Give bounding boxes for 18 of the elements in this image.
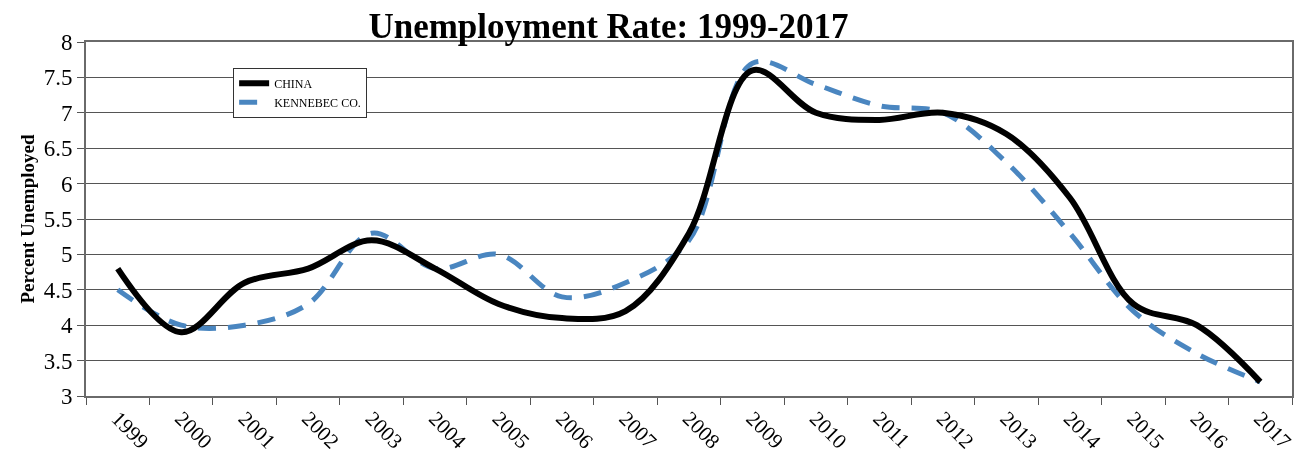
- y-tick-label: 5.5: [43, 207, 73, 233]
- y-tick-label: 6: [60, 171, 73, 197]
- y-tick-label: 4: [60, 313, 73, 339]
- legend-label: CHINA: [274, 77, 313, 92]
- y-tick-label: 8: [60, 30, 73, 56]
- legend-label: KENNEBEC CO.: [274, 96, 361, 111]
- x-tick-label: 2007: [614, 406, 662, 454]
- y-tick-label: 4.5: [43, 277, 73, 303]
- y-tick-label: 6.5: [43, 136, 73, 162]
- y-axis-title: Percent Unemployed: [17, 134, 38, 304]
- y-tick-label: 7.5: [43, 65, 73, 91]
- y-tick-label: 7: [60, 100, 73, 126]
- y-tick-label: 5: [60, 242, 73, 268]
- y-tick-label: 3.5: [43, 348, 73, 374]
- x-tick-label: 1999: [106, 406, 154, 454]
- chart-title: Unemployment Rate: 1999-2017: [368, 6, 849, 46]
- x-tick-label: 2017: [1249, 406, 1296, 454]
- y-tick-label: 3: [60, 384, 73, 410]
